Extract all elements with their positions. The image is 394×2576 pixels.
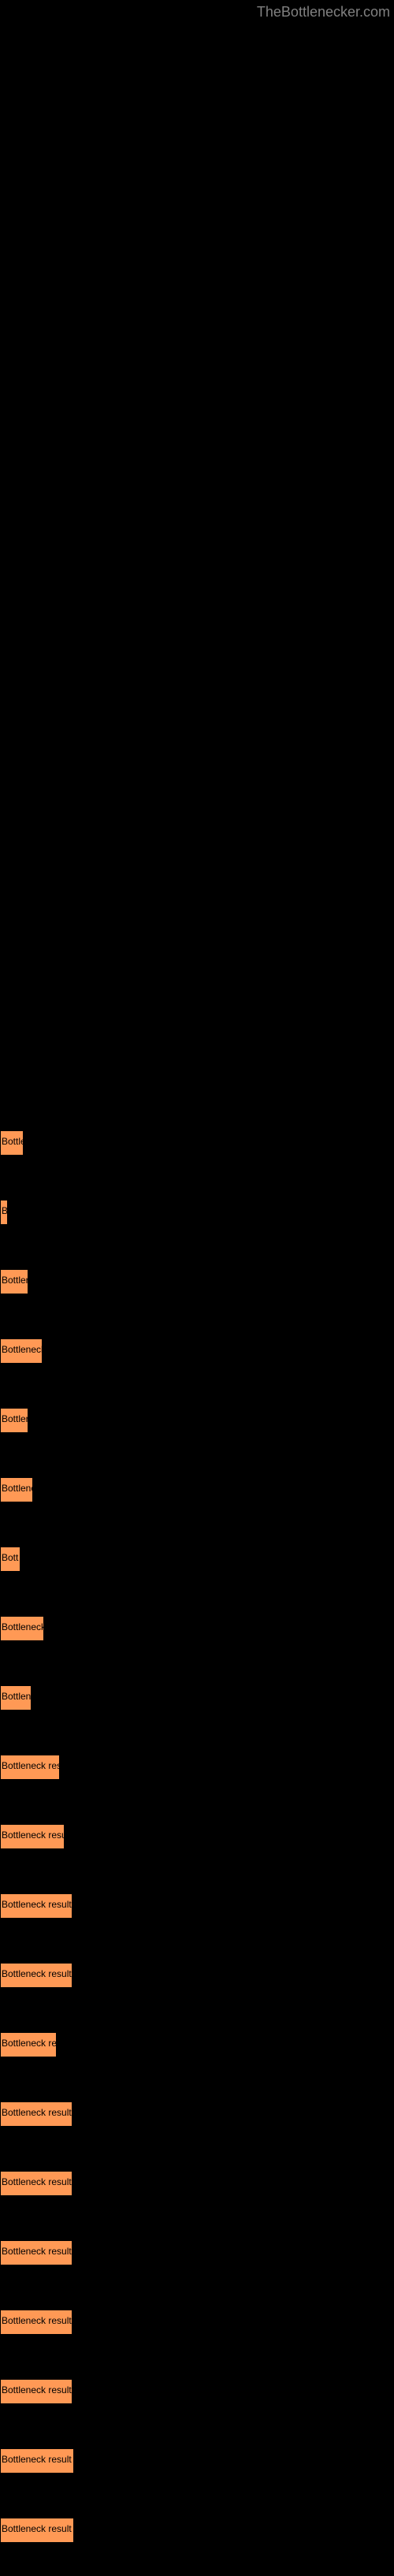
bar-row: Bottlene: [0, 1466, 394, 1536]
bar-label: Bottleneck: [2, 1621, 46, 1632]
bar-chart: Bottle B Bottler Bottleneck Bottler Bottlene B…: [0, 1119, 394, 2576]
bar-label: Bottleneck result: [2, 2384, 74, 2395]
bar-row: Bottleneck result: [0, 1952, 394, 2021]
bar-row: Bottleneck result: [0, 2368, 394, 2437]
bar-row: Bottleneck: [0, 1327, 394, 1397]
bar-row: Bottleneck result: [0, 2299, 394, 2368]
bar-label: Bottleneck result: [2, 1899, 74, 1910]
bar-label: Bottleneck result: [2, 2107, 74, 2118]
bar-label: Bottlene: [2, 1483, 35, 1494]
bar-label: Bottleneck result: [2, 2523, 76, 2534]
bar-row: Bottleneck re: [0, 2021, 394, 2090]
bar-label: Bottlen: [2, 1691, 33, 1702]
bar-row: Bottleneck result: [0, 2229, 394, 2299]
bar-label: Bottleneck result: [2, 2246, 74, 2257]
bar-label: Bott: [2, 1552, 22, 1563]
bar-row: Bottleneck resu: [0, 1813, 394, 1882]
bar-row: Bottleneck result: [0, 2507, 394, 2576]
bar-row: Bottleneck result: [0, 1882, 394, 1952]
bar-row: Bottler: [0, 1397, 394, 1466]
bar-row: Bottleneck result: [0, 2090, 394, 2160]
bar-row: Bottler: [0, 1258, 394, 1327]
bar-row: Bottle: [0, 1119, 394, 1189]
bar-label: B: [2, 1205, 9, 1216]
bar-label: Bottleneck resu: [2, 1830, 66, 1841]
bar-row: Bottleneck: [0, 1605, 394, 1674]
bar-label: Bottleneck res: [2, 1760, 61, 1771]
bar-label: Bottleneck result: [2, 2315, 74, 2326]
bar-label: Bottleneck result: [2, 1968, 74, 1979]
bar-label: Bottleneck result: [2, 2176, 74, 2187]
bar-label: Bottleneck result: [2, 2454, 76, 2465]
bar-label: Bottler: [2, 1275, 30, 1286]
bar-row: Bottleneck res: [0, 1744, 394, 1813]
bar-row: Bottleneck result: [0, 2437, 394, 2507]
bar-label: Bottleneck: [2, 1344, 44, 1355]
watermark: TheBottlenecker.com: [257, 4, 390, 20]
bar-row: Bottleneck result: [0, 2160, 394, 2229]
bar-label: Bottler: [2, 1413, 30, 1424]
bar-row: B: [0, 1189, 394, 1258]
bar-row: Bottlen: [0, 1674, 394, 1744]
bar-label: Bottle: [2, 1136, 25, 1147]
bar-label: Bottleneck re: [2, 2038, 58, 2049]
bar-row: Bott: [0, 1536, 394, 1605]
